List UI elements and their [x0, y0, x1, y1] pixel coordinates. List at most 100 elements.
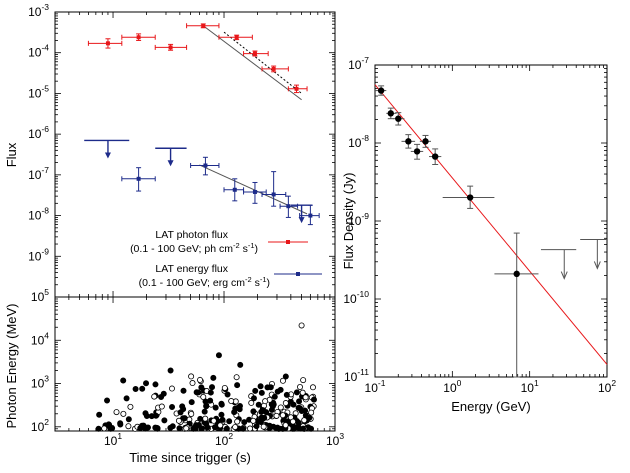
photon-event: [202, 415, 209, 422]
photon-event: [203, 403, 210, 410]
photon-event: [309, 384, 316, 391]
photon-event: [180, 387, 187, 394]
spectrum-point: [395, 115, 402, 122]
sp-y-tick-label: 10-7: [348, 55, 369, 72]
photon-event: [198, 384, 205, 391]
photon-event: [169, 403, 176, 410]
legend-energy-flux-marker: [296, 272, 300, 276]
photon-event: [177, 409, 184, 416]
photon-event: [201, 408, 208, 415]
photon-event: [290, 401, 297, 408]
photon-event: [151, 393, 158, 400]
photon-event: [237, 361, 244, 368]
photon-flux-point: [201, 23, 206, 28]
photon-event: [274, 424, 281, 431]
photon-event: [293, 389, 300, 396]
spectrum-panel-marks: [374, 84, 608, 378]
photon-event: [232, 424, 239, 431]
photon-event: [188, 410, 195, 417]
legend-photon-flux-line2: (0.1 - 100 GeV; ph cm-2 s-1): [130, 241, 258, 255]
photon-event: [175, 417, 182, 424]
photon-event: [224, 391, 231, 398]
photon-event: [217, 422, 224, 429]
photon-event: [255, 418, 262, 425]
photon-event: [125, 416, 132, 423]
photon-event: [176, 425, 183, 432]
photon-flux-fit-line: [202, 25, 302, 101]
photon-event: [218, 400, 225, 407]
photon-event: [221, 384, 228, 391]
photon-event: [152, 424, 159, 431]
sp-x-tick-label: 101: [521, 378, 539, 395]
photon-event: [296, 384, 303, 391]
spectrum-fit-line: [374, 84, 608, 365]
photon-event: [197, 415, 204, 422]
energy-xlabel: Energy (GeV): [451, 399, 530, 414]
photon-event: [113, 409, 120, 416]
photon-flux-point: [105, 41, 110, 46]
photon-event: [207, 397, 214, 404]
photon-event: [161, 417, 168, 424]
energy-flux-upper-limit-arrow: [104, 152, 111, 159]
photon-event: [139, 422, 146, 429]
photon-flux-point: [168, 45, 173, 50]
spectrum-point: [513, 270, 520, 278]
photon-event: [310, 396, 317, 403]
spectrum-point: [405, 138, 412, 145]
photon-event: [300, 377, 307, 384]
energy-flux-point: [308, 213, 313, 218]
photon-event: [282, 422, 289, 429]
photon-event: [209, 384, 216, 391]
photon-event: [101, 425, 108, 432]
photon-event: [233, 374, 240, 381]
photon-event: [290, 418, 297, 425]
photon-event: [169, 423, 176, 430]
photon-event: [167, 367, 174, 374]
photon-event: [273, 412, 280, 419]
sp-x-tick-label: 10-1: [365, 378, 386, 395]
flux-y-tick-label: 10-6: [28, 124, 49, 141]
photon-event: [258, 408, 265, 415]
photon-event: [234, 382, 241, 389]
photon-flux-point: [271, 66, 276, 71]
spectrum-point: [431, 153, 439, 160]
photon-event: [117, 421, 124, 428]
photon-event: [260, 423, 267, 430]
photon-energy-panel-marks: [95, 322, 317, 432]
photon-event: [152, 381, 159, 388]
photon-event: [236, 402, 243, 409]
photon-event: [282, 400, 289, 407]
photon-flux-point: [234, 35, 239, 40]
photon-event: [127, 403, 134, 410]
photon-event: [95, 425, 102, 432]
photon-event: [181, 415, 188, 422]
sp-y-tick-label: 10-11: [344, 367, 369, 384]
spectrum-point: [466, 194, 474, 201]
pe-y-tick-label: 105: [31, 287, 49, 304]
spectrum-point: [422, 138, 429, 145]
photon-event: [120, 377, 127, 384]
photon-event: [183, 425, 190, 432]
photon-event: [218, 411, 225, 418]
photon-event: [283, 391, 290, 398]
spectrum-ylabel: Flux Density (Jy): [341, 173, 356, 270]
photon-event: [193, 389, 200, 396]
photon-event: [120, 410, 127, 417]
photon-event: [210, 374, 217, 381]
pe-x-tick-label: 101: [104, 431, 122, 448]
photon-event: [142, 410, 149, 417]
energy-flux-upper-limit-arrow: [167, 160, 174, 167]
photon-event: [279, 412, 286, 419]
photon-flux-point: [252, 51, 257, 56]
flux-ylabel: Flux: [4, 142, 19, 167]
photon-event: [248, 399, 255, 406]
photon-event: [302, 412, 309, 419]
flux-panel-marks: [84, 23, 320, 226]
photon-flux-point: [294, 86, 299, 91]
sp-x-tick-label: 100: [443, 378, 461, 395]
photon-event: [168, 385, 175, 392]
spectrum-point: [377, 87, 385, 94]
photon-event: [96, 411, 103, 418]
photon-event: [212, 404, 219, 411]
energy-flux-point: [203, 163, 208, 168]
